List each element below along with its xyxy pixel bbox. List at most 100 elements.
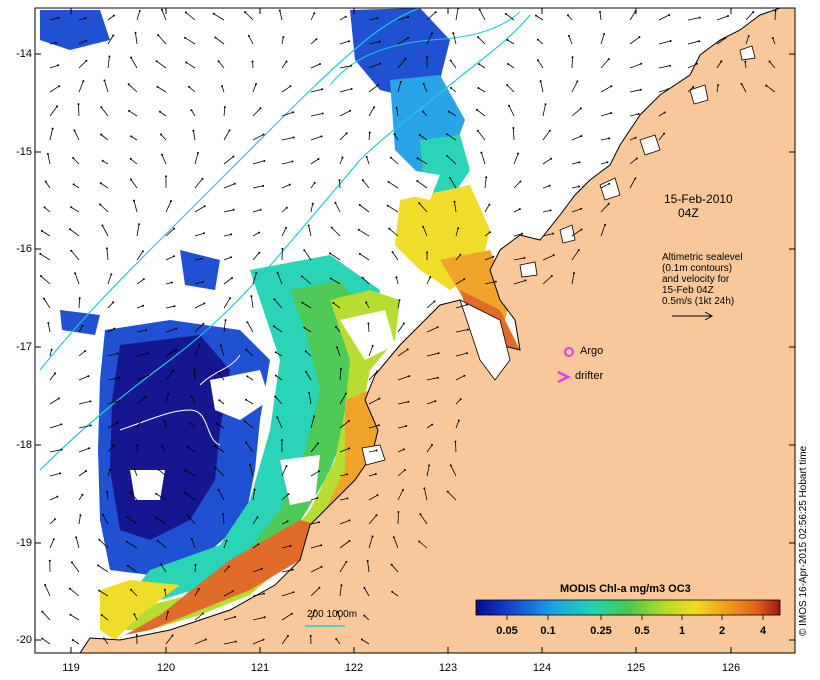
velocity-arrow-head: [163, 588, 166, 591]
velocity-arrow-head: [578, 185, 580, 188]
velocity-arrow-head: [286, 520, 289, 523]
velocity-arrow: [107, 328, 115, 333]
velocity-arrow: [281, 207, 288, 213]
velocity-arrow: [629, 63, 642, 69]
velocity-arrow: [446, 133, 457, 141]
velocity-arrow-head: [698, 40, 701, 43]
velocity-arrow: [279, 10, 283, 21]
velocity-arrow: [49, 398, 60, 405]
velocity-arrow: [49, 17, 59, 21]
velocity-arrow-head: [262, 638, 265, 641]
velocity-arrow-head: [214, 466, 217, 469]
velocity-arrow: [339, 448, 350, 453]
velocity-arrow-head: [188, 85, 190, 88]
velocity-scale-arrowhead: [704, 311, 714, 321]
velocity-arrow: [223, 590, 233, 597]
velocity-arrow: [329, 253, 341, 261]
y-axis-label: -18: [16, 439, 32, 451]
velocity-arrow: [600, 183, 610, 189]
velocity-arrow: [716, 85, 719, 93]
velocity-arrow: [417, 180, 428, 189]
velocity-arrow-head: [289, 85, 292, 88]
velocity-arrow-head: [367, 322, 370, 325]
velocity-arrow-head: [695, 62, 698, 65]
velocity-arrow-head: [774, 10, 777, 12]
velocity-arrow-head: [771, 37, 774, 40]
velocity-arrow-head: [70, 561, 73, 564]
velocity-arrow-head: [71, 639, 74, 641]
velocity-arrow-head: [376, 370, 379, 373]
velocity-arrow-head: [255, 272, 258, 275]
velocity-arrow-head: [202, 322, 205, 325]
velocity-arrow: [274, 299, 283, 309]
velocity-arrow-head: [221, 85, 223, 88]
velocity-arrow: [194, 588, 200, 597]
velocity-arrow: [75, 537, 80, 549]
velocity-arrow: [330, 278, 341, 285]
velocity-arrow-head: [317, 442, 319, 445]
velocity-arrow: [335, 638, 341, 645]
velocity-arrow-head: [402, 489, 404, 491]
velocity-arrow-head: [478, 63, 481, 66]
velocity-arrow-head: [276, 416, 279, 419]
date-line-1: 15-Feb-2010: [664, 192, 733, 206]
velocity-arrow: [368, 473, 376, 477]
velocity-arrow: [252, 272, 257, 285]
velocity-arrow-head: [99, 203, 102, 206]
velocity-arrow-head: [315, 38, 318, 41]
velocity-arrow-head: [186, 445, 189, 448]
velocity-arrow-head: [273, 325, 275, 328]
velocity-arrow: [310, 203, 314, 213]
velocity-arrow-head: [291, 160, 294, 163]
velocity-arrow: [49, 128, 53, 141]
velocity-arrow: [478, 87, 486, 93]
velocity-arrow: [397, 449, 405, 453]
velocity-arrow: [69, 588, 80, 597]
velocity-arrow: [128, 110, 138, 117]
velocity-arrow: [505, 13, 515, 21]
velocity-arrow-head: [232, 155, 235, 158]
velocity-arrow-head: [87, 375, 90, 378]
velocity-arrow-head: [449, 464, 452, 467]
velocity-arrow: [571, 273, 575, 285]
velocity-arrow: [223, 297, 231, 309]
velocity-arrow-head: [230, 256, 232, 259]
velocity-arrow: [252, 516, 258, 525]
velocity-arrow: [542, 210, 551, 213]
velocity-arrow: [223, 107, 226, 117]
velocity-arrow-head: [321, 112, 324, 115]
velocity-arrow: [537, 60, 544, 69]
velocity-arrow-head: [480, 151, 483, 154]
velocity-arrow-head: [193, 368, 196, 371]
velocity-arrow: [157, 540, 167, 549]
velocity-arrow: [769, 61, 776, 69]
velocity-arrow: [455, 8, 459, 21]
velocity-arrow: [477, 130, 486, 141]
velocity-arrow-head: [160, 563, 163, 566]
velocity-arrow: [164, 420, 167, 429]
velocity-arrow-head: [371, 535, 374, 538]
velocity-arrow: [426, 400, 436, 405]
velocity-arrow-head: [167, 610, 169, 613]
velocity-arrow-head: [56, 105, 59, 108]
velocity-arrow: [194, 232, 205, 237]
x-axis-label: 120: [156, 662, 176, 674]
velocity-arrow-head: [217, 372, 220, 374]
velocity-arrow-head: [431, 32, 434, 35]
velocity-arrow-head: [465, 303, 468, 306]
velocity-arrow-head: [452, 32, 455, 35]
x-axis-label: 124: [532, 662, 552, 674]
velocity-arrow: [310, 88, 323, 93]
velocity-arrow-head: [73, 129, 76, 132]
velocity-arrow: [130, 57, 138, 69]
velocity-arrow: [476, 109, 486, 117]
velocity-arrow-head: [110, 273, 113, 276]
velocity-arrow: [155, 517, 167, 525]
velocity-arrow-head: [405, 425, 408, 428]
velocity-arrow-head: [330, 226, 333, 229]
velocity-arrow-head: [161, 153, 163, 156]
velocity-arrow-head: [203, 302, 206, 305]
velocity-arrow: [450, 465, 457, 477]
velocity-arrow-head: [228, 129, 231, 132]
y-axis-label: -15: [16, 146, 32, 158]
